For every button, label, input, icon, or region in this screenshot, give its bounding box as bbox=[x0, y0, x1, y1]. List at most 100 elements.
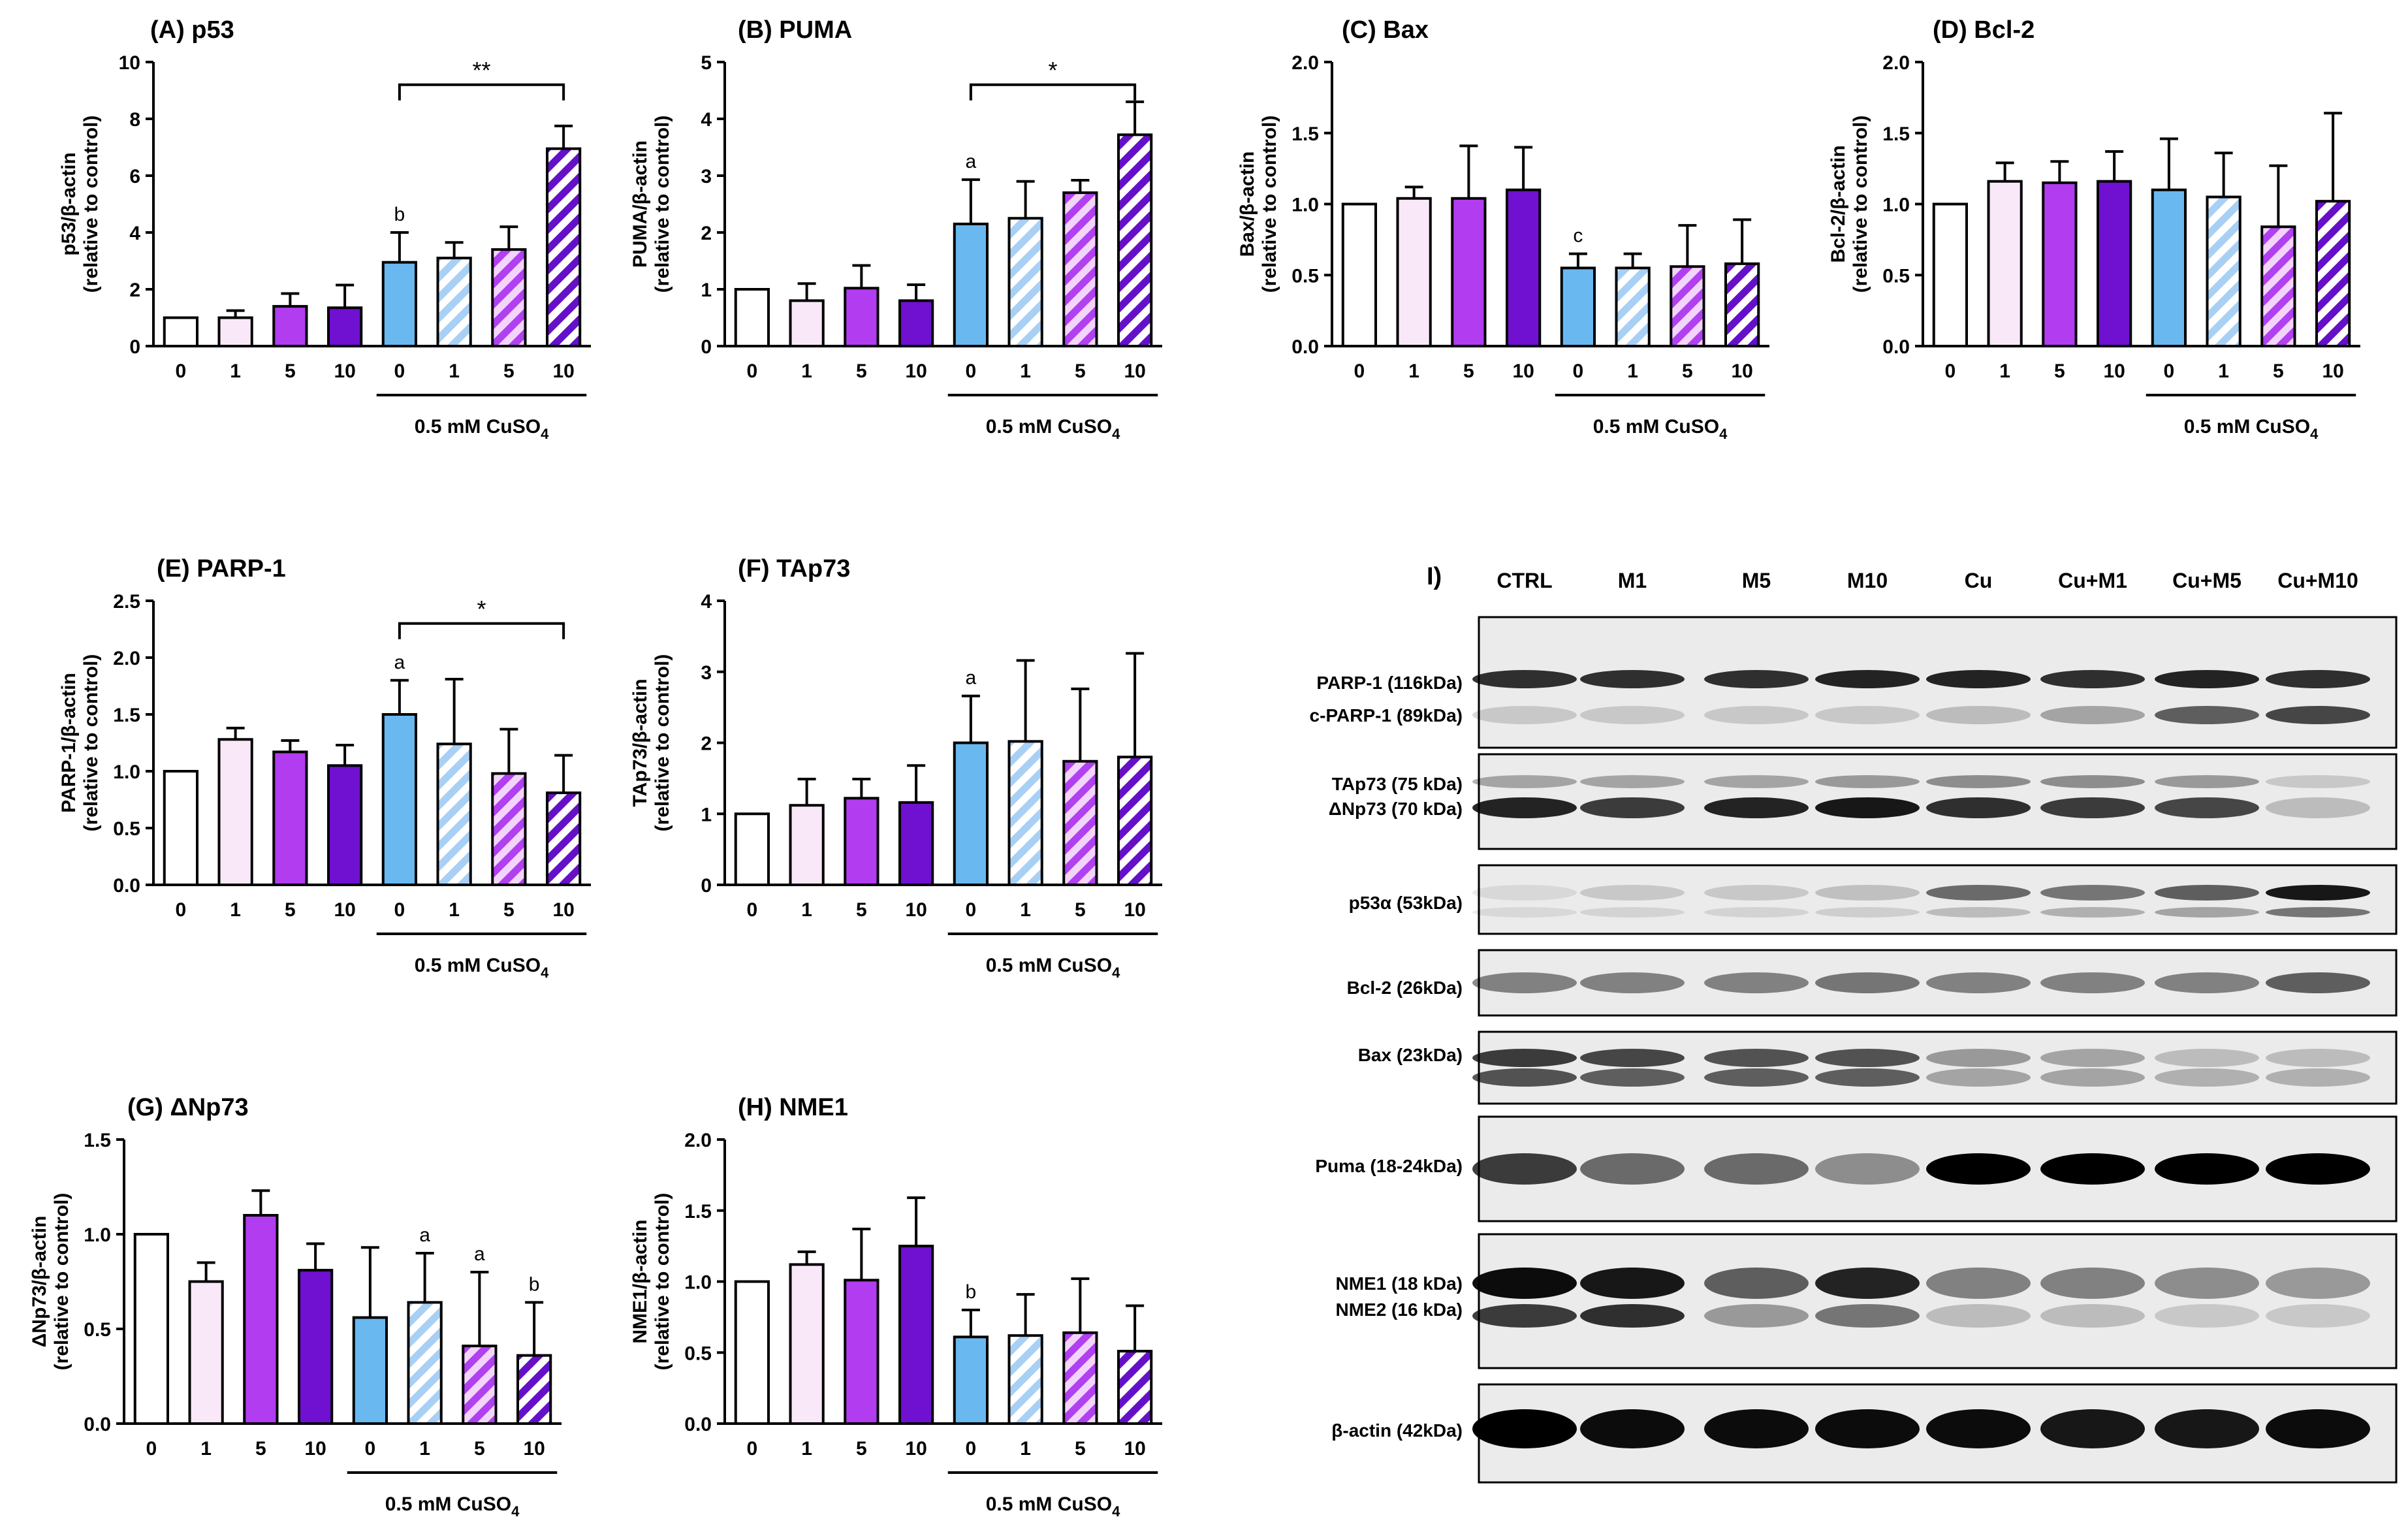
western-blot-panel: I) CTRL M1 M5 M10 Cu Cu+M1 Cu+M5 Cu+M10 PARP-1 (… bbox=[1310, 563, 2398, 1484]
blot-strip-frame bbox=[1478, 864, 2398, 935]
treatment-text: 0.5 mM CuSO bbox=[1593, 416, 1719, 438]
band bbox=[1926, 1409, 2031, 1448]
band bbox=[1472, 1268, 1577, 1299]
x-tick-label: 10 bbox=[552, 360, 574, 382]
band bbox=[1926, 1153, 2031, 1185]
blot-strip-frame bbox=[1478, 1233, 2398, 1369]
bar-0 bbox=[734, 812, 770, 886]
significance-bracket bbox=[398, 83, 565, 101]
band bbox=[1815, 706, 1920, 724]
band bbox=[1580, 775, 1685, 788]
y-tick-label: 1.5 bbox=[1882, 123, 1910, 145]
y-axis-label: (relative to control) bbox=[80, 116, 102, 293]
x-tick-label: 0 bbox=[176, 360, 187, 382]
x-tick-label: 1 bbox=[801, 899, 812, 921]
y-tick-label: 4 bbox=[701, 109, 712, 131]
x-tick-label: 0 bbox=[146, 1438, 157, 1460]
bar-4 bbox=[953, 222, 989, 348]
band bbox=[2040, 670, 2145, 688]
bar-4 bbox=[953, 741, 989, 886]
significance-bracket bbox=[398, 622, 565, 639]
band bbox=[1815, 775, 1920, 788]
chart-title: (A) p53 bbox=[150, 16, 234, 44]
x-tick-label: 1 bbox=[449, 360, 460, 382]
band bbox=[1815, 1068, 1920, 1087]
y-axis-label: NME1/β-actin bbox=[629, 1219, 651, 1343]
bar-0 bbox=[133, 1233, 169, 1425]
bar-4 bbox=[381, 261, 417, 347]
y-axis-label: (relative to control) bbox=[1259, 116, 1280, 293]
chart-title: (F) TAp73 bbox=[738, 555, 850, 582]
band bbox=[2155, 972, 2259, 993]
band bbox=[2266, 1049, 2370, 1067]
chart-b: (B) PUMA PUMA/β-actin (relative to control… bbox=[629, 16, 1162, 442]
y-axis-label: PUMA/β-actin bbox=[629, 140, 651, 268]
band bbox=[2266, 907, 2370, 918]
x-tick-label: 10 bbox=[1124, 899, 1145, 921]
x-tick-label: 5 bbox=[285, 360, 296, 382]
x-tick-label: 1 bbox=[1999, 360, 2010, 382]
x-tick-label: 1 bbox=[1020, 899, 1031, 921]
band bbox=[1580, 1068, 1685, 1087]
chart-title: (E) PARP-1 bbox=[157, 555, 286, 582]
x-tick-label: 0 bbox=[2164, 360, 2175, 382]
bar-5 bbox=[1007, 740, 1043, 886]
y-tick-label: 0.0 bbox=[84, 1414, 111, 1435]
band bbox=[1580, 885, 1685, 901]
band bbox=[1704, 885, 1809, 901]
blot-strip-6: NME1 (18 kDa) NME2 (16 kDa) bbox=[1335, 1233, 2398, 1369]
y-tick-label: 1 bbox=[701, 279, 712, 301]
bar-6 bbox=[1062, 1331, 1098, 1426]
bar-6 bbox=[1062, 191, 1098, 347]
band bbox=[2155, 1409, 2259, 1448]
band bbox=[2040, 1304, 2145, 1328]
band bbox=[1472, 670, 1577, 688]
band bbox=[2266, 775, 2370, 788]
bar-3 bbox=[298, 1269, 334, 1425]
significance-letter: a bbox=[419, 1224, 430, 1246]
x-tick-label: 5 bbox=[856, 899, 867, 921]
y-axis-label: (relative to control) bbox=[652, 654, 673, 832]
band bbox=[1704, 775, 1809, 788]
protein-label: ΔNp73 (70 kDa) bbox=[1329, 799, 1463, 819]
band bbox=[2266, 885, 2370, 901]
band bbox=[2040, 1268, 2145, 1299]
band bbox=[2155, 670, 2259, 688]
x-tick-label: 0 bbox=[365, 1438, 376, 1460]
x-tick-label: 10 bbox=[304, 1438, 326, 1460]
blot-strip-4: Bax (23kDa) bbox=[1358, 1030, 2398, 1105]
treatment-subscript: 4 bbox=[1719, 426, 1728, 442]
x-tick-label: 10 bbox=[2322, 360, 2343, 382]
x-tick-label: 0 bbox=[394, 899, 405, 921]
band bbox=[1704, 972, 1809, 993]
y-tick-label: 1.0 bbox=[684, 1272, 712, 1294]
bar-4 bbox=[953, 1335, 989, 1425]
y-tick-label: 2.0 bbox=[684, 1130, 712, 1151]
band bbox=[1815, 797, 1920, 818]
lane-label: M10 bbox=[1847, 569, 1888, 592]
band bbox=[1472, 797, 1577, 818]
bar-1 bbox=[188, 1280, 224, 1425]
band bbox=[2040, 1409, 2145, 1448]
x-tick-label: 5 bbox=[1463, 360, 1474, 382]
treatment-subscript: 4 bbox=[541, 426, 549, 442]
chart-title: (H) NME1 bbox=[738, 1094, 848, 1121]
blot-strip-frame bbox=[1478, 949, 2398, 1017]
treatment-text: 0.5 mM CuSO bbox=[415, 416, 541, 438]
x-tick-label: 10 bbox=[1124, 360, 1145, 382]
bar-0 bbox=[163, 770, 198, 886]
x-tick-label: 5 bbox=[503, 360, 515, 382]
y-axis-label: (relative to control) bbox=[652, 116, 673, 293]
x-tick-label: 1 bbox=[200, 1438, 212, 1460]
blot-strip-5: Puma (18-24kDa) bbox=[1315, 1115, 2398, 1222]
x-tick-label: 1 bbox=[801, 360, 812, 382]
band bbox=[2040, 907, 2145, 918]
bar-0 bbox=[1341, 202, 1377, 347]
band bbox=[1926, 885, 2031, 901]
protein-label: Bcl-2 (26kDa) bbox=[1347, 978, 1463, 998]
bar-6 bbox=[1062, 759, 1098, 887]
chart-e: (E) PARP-1 PARP-1/β-actin (relative to con… bbox=[58, 555, 591, 981]
x-tick-label: 10 bbox=[1512, 360, 1534, 382]
band bbox=[1926, 907, 2031, 918]
